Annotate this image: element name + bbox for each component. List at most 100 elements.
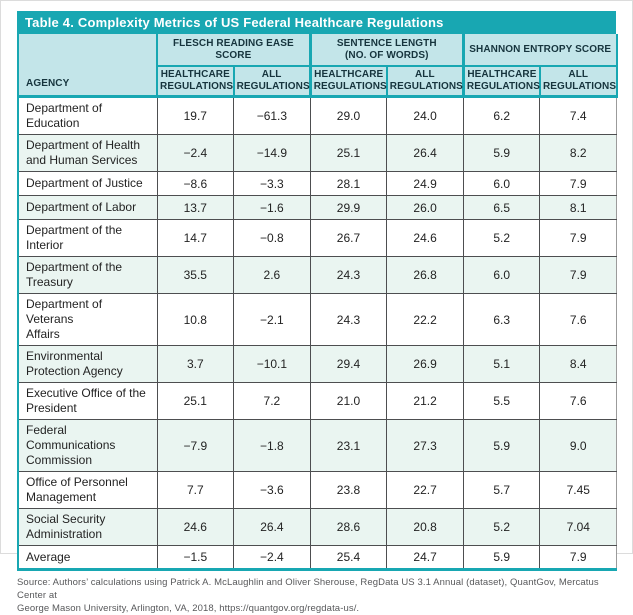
value-cell: 19.7: [156, 96, 235, 135]
value-cell: 5.1: [462, 345, 541, 383]
value-cell: 26.4: [233, 508, 311, 546]
value-cell: 6.0: [462, 256, 541, 294]
table-row-average: Average −1.5 −2.4 25.4 24.7 5.9 7.9: [17, 545, 618, 571]
agency-cell: Executive Office of the President: [17, 382, 158, 420]
value-cell: 14.7: [156, 219, 235, 257]
value-cell: 8.2: [539, 134, 618, 172]
subheader-sentence-all: ALL REGULATIONS: [385, 65, 465, 98]
value-cell: 26.0: [386, 195, 464, 220]
value-cell: 6.2: [462, 96, 541, 135]
table-row: Office of Personnel Management 7.7 −3.6 …: [17, 471, 618, 509]
subheader-sentence-healthcare: HEALTHCARE REGULATIONS: [308, 65, 388, 98]
table-row: Social Security Administration 24.6 26.4…: [17, 508, 618, 546]
source-note: Source: Authors’ calculations using Patr…: [17, 577, 599, 614]
value-cell: 26.7: [309, 219, 388, 257]
value-cell: −10.1: [233, 345, 311, 383]
agency-cell: Department of Health and Human Services: [17, 134, 158, 172]
table-row: Department of the Treasury 35.5 2.6 24.3…: [17, 256, 618, 294]
value-cell: 29.4: [309, 345, 388, 383]
table-row: Department of Education 19.7 −61.3 29.0 …: [17, 96, 618, 135]
agency-cell: Department of Education: [17, 96, 158, 135]
value-cell: 9.0: [539, 419, 618, 472]
value-cell: 23.8: [309, 471, 388, 509]
value-cell: 29.0: [309, 96, 388, 135]
group-header-shannon-entropy: SHANNON ENTROPY SCORE: [461, 34, 618, 67]
agency-cell: Environmental Protection Agency: [17, 345, 158, 383]
agency-cell: Department of the Interior: [17, 219, 158, 257]
agency-cell: Department of Justice: [17, 171, 158, 196]
value-cell: 13.7: [156, 195, 235, 220]
table-row: Department of Health and Human Services …: [17, 134, 618, 172]
agency-column-header: AGENCY: [17, 34, 158, 98]
value-cell: −2.4: [156, 134, 235, 172]
group-header-sentence-length: SENTENCE LENGTH (NO. OF WORDS): [308, 34, 465, 67]
value-cell: −3.6: [233, 471, 311, 509]
subheader-entropy-healthcare: HEALTHCARE REGULATIONS: [461, 65, 541, 98]
value-cell: −0.8: [233, 219, 311, 257]
value-cell: 24.3: [309, 293, 388, 346]
value-cell: 6.5: [462, 195, 541, 220]
value-cell: 7.2: [233, 382, 311, 420]
value-cell: 28.6: [309, 508, 388, 546]
value-cell: 35.5: [156, 256, 235, 294]
value-cell: 5.7: [462, 471, 541, 509]
value-cell: 5.9: [462, 419, 541, 472]
value-cell: 22.2: [386, 293, 464, 346]
table-row: Department of the Interior 14.7 −0.8 26.…: [17, 219, 618, 257]
value-cell: 7.6: [539, 382, 618, 420]
value-cell: 24.6: [386, 219, 464, 257]
table-title: Table 4. Complexity Metrics of US Federa…: [17, 11, 616, 34]
value-cell: 25.1: [309, 134, 388, 172]
value-cell: −7.9: [156, 419, 235, 472]
agency-cell: Office of Personnel Management: [17, 471, 158, 509]
value-cell: 29.9: [309, 195, 388, 220]
value-cell: −14.9: [233, 134, 311, 172]
value-cell: 2.6: [233, 256, 311, 294]
value-cell: 8.1: [539, 195, 618, 220]
table-row: Federal Communications Commission −7.9 −…: [17, 419, 618, 472]
value-cell: 7.4: [539, 96, 618, 135]
value-cell: 27.3: [386, 419, 464, 472]
value-cell: 23.1: [309, 419, 388, 472]
group-header-row: AGENCY FLESCH READING EASE SCORE SENTENC…: [17, 34, 618, 98]
value-cell: 8.4: [539, 345, 618, 383]
value-cell: 7.9: [539, 171, 618, 196]
sub-header-row: HEALTHCARE REGULATIONS ALL REGULATIONS H…: [18, 65, 618, 98]
value-cell: −8.6: [156, 171, 235, 196]
agency-cell: Social Security Administration: [17, 508, 158, 546]
agency-cell: Department of Labor: [17, 195, 158, 220]
agency-cell: Department of the Treasury: [17, 256, 158, 294]
table-row: Department of Veterans Affairs 10.8 −2.1…: [17, 293, 618, 346]
value-cell: 5.2: [462, 219, 541, 257]
value-cell: 24.0: [386, 96, 464, 135]
table-row: Department of Labor 13.7 −1.6 29.9 26.0 …: [17, 195, 618, 220]
value-cell: −1.8: [233, 419, 311, 472]
value-cell: 28.1: [309, 171, 388, 196]
value-cell: 25.1: [156, 382, 235, 420]
table-body: Department of Education 19.7 −61.3 29.0 …: [17, 96, 618, 571]
value-cell: 24.9: [386, 171, 464, 196]
agency-cell: Federal Communications Commission: [17, 419, 158, 472]
value-cell: 5.9: [462, 545, 541, 571]
value-cell: 24.3: [309, 256, 388, 294]
value-cell: 26.9: [386, 345, 464, 383]
value-cell: 7.9: [539, 256, 618, 294]
value-cell: −2.4: [233, 545, 311, 571]
value-cell: 7.9: [539, 219, 618, 257]
table-row: Executive Office of the President 25.1 7…: [17, 382, 618, 420]
group-header-flesch: FLESCH READING EASE SCORE: [155, 34, 312, 67]
agency-cell: Average: [17, 545, 158, 571]
value-cell: 6.0: [462, 171, 541, 196]
table-row: Environmental Protection Agency 3.7 −10.…: [17, 345, 618, 383]
value-cell: 21.0: [309, 382, 388, 420]
value-cell: 5.5: [462, 382, 541, 420]
table-row: Department of Justice −8.6 −3.3 28.1 24.…: [17, 171, 618, 196]
value-cell: −1.5: [156, 545, 235, 571]
subheader-flesch-healthcare: HEALTHCARE REGULATIONS: [156, 65, 235, 98]
value-cell: −1.6: [233, 195, 311, 220]
value-cell: −2.1: [233, 293, 311, 346]
complexity-metrics-table: Table 4. Complexity Metrics of US Federa…: [17, 11, 618, 615]
value-cell: 26.4: [386, 134, 464, 172]
value-cell: 20.8: [386, 508, 464, 546]
value-cell: 5.2: [462, 508, 541, 546]
